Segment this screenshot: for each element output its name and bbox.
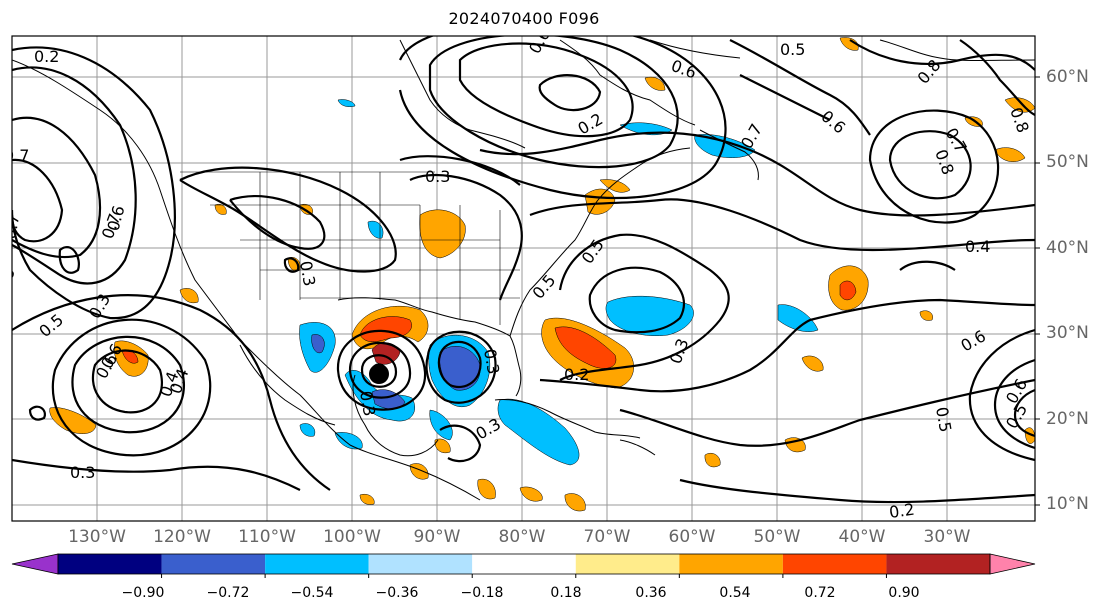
lon-label: 120°W — [153, 527, 211, 547]
colorbar-tick-label: 0.90 — [888, 585, 920, 601]
lon-label: 70°W — [583, 527, 631, 547]
contour-label: 0.8 — [0, 267, 18, 295]
map-frame — [11, 35, 1036, 522]
lat-label: 10°N — [1046, 494, 1089, 514]
contour-label: 0.3 — [70, 463, 95, 482]
contour-label: 0.3 — [425, 167, 450, 186]
colorbar-tick-label: −0.72 — [206, 585, 250, 601]
lon-label: 80°W — [498, 527, 546, 547]
contour-label: 0.5 — [780, 40, 805, 59]
lat-label: 60°N — [1046, 67, 1089, 87]
colorbar-tick-label: 0.36 — [635, 585, 667, 601]
contour-label: 0.5 — [932, 405, 955, 433]
colorbar-extend-low — [11, 553, 59, 575]
colorbar-extend-high — [989, 553, 1036, 575]
colorbar-segment — [886, 554, 990, 574]
storm-center-marker — [369, 364, 389, 384]
lon-label: 100°W — [323, 527, 381, 547]
contour-lines — [12, 36, 1035, 504]
contour-label: 0.2 — [34, 47, 59, 66]
colorbar-segment — [265, 554, 369, 574]
colorbar-segment — [679, 554, 783, 574]
colorbar-segment — [58, 554, 162, 574]
lat-label: 50°N — [1046, 152, 1089, 172]
lon-label: 60°W — [668, 527, 716, 547]
state-borders — [180, 171, 520, 325]
lon-label: 110°W — [238, 527, 296, 547]
lon-label: 30°W — [923, 527, 971, 547]
colorbar — [11, 553, 1036, 578]
colorbar-tick-label: 0.54 — [719, 585, 751, 601]
colorbar-segment — [368, 554, 473, 574]
colorbar-segment — [575, 554, 680, 574]
lat-label: 20°N — [1046, 409, 1089, 429]
colorbar-segment — [782, 554, 887, 574]
contour-label: 0.3 — [480, 347, 503, 375]
axis-ticks — [1035, 76, 1040, 506]
contour-label: 0.7 — [0, 212, 23, 240]
colorbar-segment — [161, 554, 266, 574]
contour-label: 0.7 — [4, 146, 29, 165]
lon-label: 50°W — [753, 527, 801, 547]
colorbar-tick-label: −0.54 — [290, 585, 334, 601]
colorbar-tick-label: −0.90 — [121, 585, 165, 601]
map-title: 2024070400 F096 — [448, 9, 600, 28]
contour-label: 0.3 — [296, 259, 319, 287]
contour-label: 0.2 — [888, 500, 916, 522]
lon-label: 40°W — [838, 527, 886, 547]
colorbar-tick-label: 0.72 — [804, 585, 836, 601]
lat-label: 30°N — [1046, 323, 1089, 343]
lon-label: 130°W — [68, 527, 126, 547]
contour-label: 0.4 — [965, 237, 990, 256]
contour-label: 0.2 — [564, 365, 589, 384]
contour-label: 0.3 — [356, 389, 379, 417]
colorbar-tick-label: 0.18 — [550, 585, 582, 601]
colorbar-border — [57, 553, 991, 575]
lon-label: 90°W — [413, 527, 461, 547]
colorbar-tick-label: −0.18 — [460, 585, 504, 601]
colorbar-tick-label: −0.36 — [375, 585, 419, 601]
lat-label: 40°N — [1046, 238, 1089, 258]
colorbar-segment — [472, 554, 576, 574]
